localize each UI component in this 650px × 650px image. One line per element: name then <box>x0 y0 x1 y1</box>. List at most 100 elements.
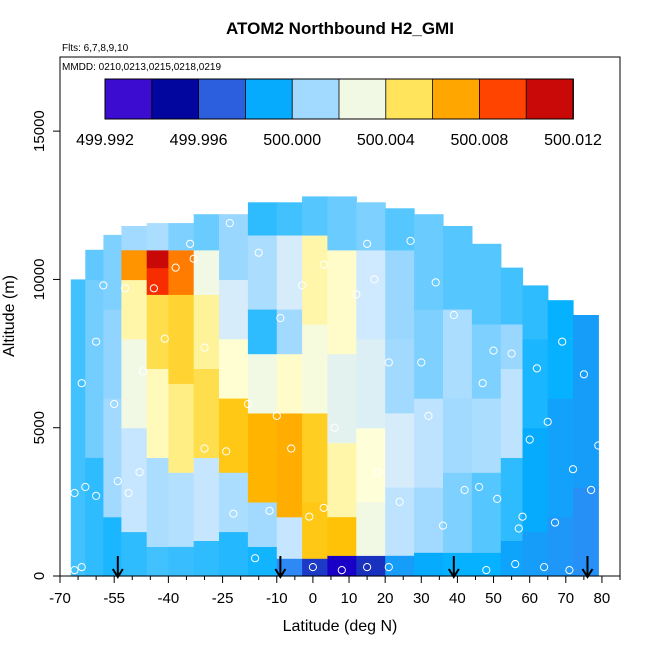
heatmap-cell <box>443 226 473 310</box>
sample-point <box>558 337 567 346</box>
colorbar-tick-label: 500.004 <box>357 132 415 149</box>
x-tick-label: -70 <box>49 590 71 607</box>
heatmap-cell <box>168 294 195 384</box>
heatmap-cell <box>522 338 549 429</box>
heatmap-cell <box>443 472 473 553</box>
sample-point <box>493 494 502 503</box>
x-tick-label: 20 <box>377 590 394 607</box>
flight-marker-arrow <box>274 556 287 579</box>
x-tick-label: -55 <box>103 590 125 607</box>
sample-point <box>99 281 108 290</box>
sample-point <box>243 399 252 409</box>
heatmap-cell <box>168 546 195 577</box>
x-tick-label: 50 <box>485 590 502 607</box>
sample-point <box>587 485 596 495</box>
heatmap-cell <box>414 487 444 553</box>
sample-point <box>352 290 361 299</box>
sample-point <box>406 236 415 245</box>
heatmap-cell <box>168 472 195 547</box>
colorbar-segment <box>478 78 528 120</box>
sample-point <box>319 260 328 269</box>
sample-point <box>308 563 317 572</box>
colorbar-segment <box>525 78 574 120</box>
heatmap-cell <box>547 516 574 577</box>
heatmap-cell <box>414 398 444 488</box>
heatmap-cell <box>103 309 123 399</box>
sample-point <box>532 364 542 373</box>
heatmap-cell <box>103 398 123 518</box>
heatmap-cell <box>146 368 169 458</box>
heatmap-cell <box>168 383 195 473</box>
heatmap-cell <box>302 196 328 236</box>
sample-point <box>319 503 328 512</box>
heatmap-cell <box>121 226 148 251</box>
heatmap-cell <box>247 309 278 355</box>
sample-point <box>287 444 296 453</box>
x-tick-label: -10 <box>266 590 288 607</box>
heatmap-cell <box>327 555 357 577</box>
sample-point <box>135 468 144 477</box>
sample-point <box>438 521 448 530</box>
x-tick-label: 60 <box>521 590 538 607</box>
heatmap-cell <box>302 412 328 503</box>
heatmap-cell <box>276 516 303 559</box>
x-axis-label: Latitude (deg N) <box>283 618 398 635</box>
heatmap-cell <box>103 234 123 310</box>
heatmap-cell <box>500 540 524 577</box>
heatmap-cell <box>327 249 357 355</box>
y-tick-label: 0 <box>31 572 48 580</box>
heatmap-cell <box>247 546 278 577</box>
heatmap-cell <box>85 457 104 577</box>
heatmap-cell <box>443 552 473 577</box>
sample-point <box>189 254 198 263</box>
sample-point <box>511 560 520 569</box>
sample-point <box>370 275 379 284</box>
sample-point <box>417 358 426 367</box>
sample-point <box>222 447 231 456</box>
heatmap-cell <box>302 323 328 414</box>
heatmap-cell <box>327 516 357 556</box>
x-axis: -70 -55 -40 -25 -10 0 10 20 30 40 50 60 70 80 <box>49 575 621 607</box>
heatmap-cell <box>146 294 169 369</box>
x-tick-label: 40 <box>449 590 466 607</box>
colorbar-segment <box>104 78 153 120</box>
heatmap-cell <box>193 294 220 369</box>
heatmap-cell <box>356 338 386 429</box>
sample-point <box>363 563 372 572</box>
x-tick-label: 0 <box>309 590 317 607</box>
heatmap-cell <box>385 412 415 488</box>
heatmap-cell <box>121 279 148 340</box>
sample-point <box>478 379 487 388</box>
sample-point <box>550 518 560 527</box>
colorbar-segment <box>244 78 294 120</box>
sample-point <box>124 488 133 498</box>
heatmap-cell <box>414 214 444 310</box>
sample-point <box>251 554 260 563</box>
x-tick-label: 70 <box>557 590 574 607</box>
colorbar-tick-label: 499.996 <box>170 132 228 149</box>
heatmap-cell <box>471 323 502 399</box>
heatmap-cell <box>168 223 195 251</box>
sample-point <box>507 349 516 358</box>
sample-point <box>254 248 263 257</box>
sample-point <box>579 370 589 379</box>
heatmap-cell <box>121 531 148 577</box>
colorbar-segment <box>338 78 387 120</box>
heatmap-cell <box>219 338 249 399</box>
sample-point <box>489 346 498 355</box>
heatmap-cell <box>356 501 386 556</box>
sample-point <box>186 239 195 248</box>
heatmap-cell <box>85 279 104 458</box>
flight-markers-layer <box>111 556 594 579</box>
heatmap-cell <box>443 309 473 399</box>
heatmap-cell <box>146 457 169 547</box>
sample-point <box>449 310 458 320</box>
sample-point <box>298 281 307 290</box>
heatmap-cell <box>385 555 415 577</box>
sample-point <box>265 506 274 515</box>
sample-points-layer <box>70 219 603 575</box>
heatmap-cell <box>356 427 386 503</box>
heatmap-cell <box>471 552 502 577</box>
y-axis-label: Altitude (m) <box>1 275 18 357</box>
